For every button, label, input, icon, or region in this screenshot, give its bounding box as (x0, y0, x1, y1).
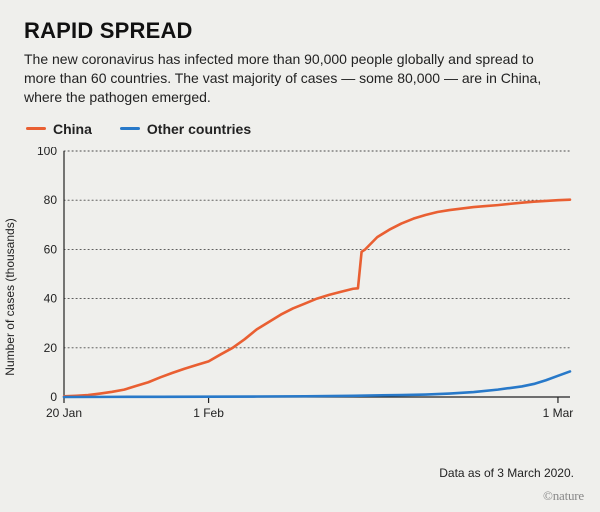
svg-text:20 Jan: 20 Jan (46, 406, 82, 420)
svg-text:20: 20 (44, 340, 58, 354)
legend: China Other countries (26, 121, 576, 137)
legend-swatch (120, 127, 140, 131)
svg-text:100: 100 (37, 147, 57, 158)
legend-item-other: Other countries (120, 121, 251, 137)
line-chart-svg: 0 20 40 60 80 100 20 Jan 1 Feb 1 Mar (24, 147, 576, 447)
svg-text:1 Feb: 1 Feb (193, 406, 224, 420)
legend-label: Other countries (147, 121, 251, 137)
legend-item-china: China (26, 121, 92, 137)
credit: ©nature (543, 488, 584, 504)
legend-swatch (26, 127, 46, 131)
data-source-note: Data as of 3 March 2020. (439, 466, 574, 480)
chart-subtitle: The new coronavirus has infected more th… (24, 50, 564, 107)
svg-text:40: 40 (44, 291, 58, 305)
svg-text:60: 60 (44, 242, 58, 256)
chart-title: RAPID SPREAD (24, 18, 576, 44)
svg-text:80: 80 (44, 193, 58, 207)
chart-area: Number of cases (thousands) 020406080100… (24, 147, 576, 447)
legend-label: China (53, 121, 92, 137)
y-axis-label: Number of cases (thousands) (3, 218, 17, 375)
svg-text:0: 0 (50, 390, 57, 404)
svg-text:1 Mar: 1 Mar (543, 406, 574, 420)
